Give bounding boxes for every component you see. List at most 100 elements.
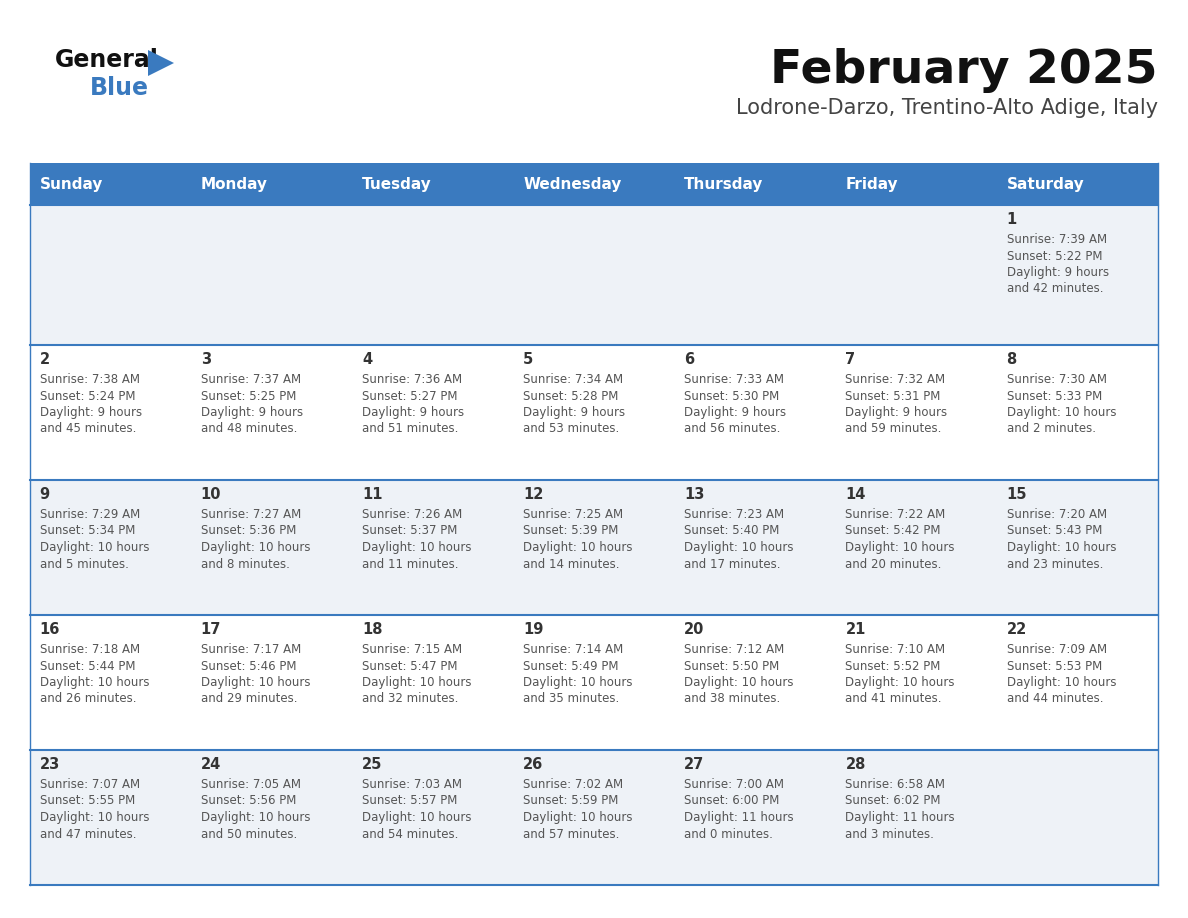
Text: and 14 minutes.: and 14 minutes. bbox=[523, 557, 620, 570]
Bar bbox=[513, 163, 675, 205]
Bar bbox=[675, 615, 835, 750]
Text: 25: 25 bbox=[362, 757, 383, 772]
Bar bbox=[675, 750, 835, 885]
Text: Daylight: 11 hours: Daylight: 11 hours bbox=[846, 811, 955, 824]
Text: Sunset: 5:24 PM: Sunset: 5:24 PM bbox=[39, 389, 135, 402]
Text: 18: 18 bbox=[362, 622, 383, 637]
Text: Sunrise: 7:34 AM: Sunrise: 7:34 AM bbox=[523, 373, 624, 386]
Text: Sunset: 5:37 PM: Sunset: 5:37 PM bbox=[362, 524, 457, 538]
Text: 4: 4 bbox=[362, 352, 372, 367]
Text: Blue: Blue bbox=[90, 76, 148, 100]
Text: Sunset: 5:46 PM: Sunset: 5:46 PM bbox=[201, 659, 296, 673]
Text: 6: 6 bbox=[684, 352, 694, 367]
Text: Daylight: 10 hours: Daylight: 10 hours bbox=[362, 676, 472, 689]
Text: 5: 5 bbox=[523, 352, 533, 367]
Bar bbox=[353, 163, 513, 205]
Text: Lodrone-Darzo, Trentino-Alto Adige, Italy: Lodrone-Darzo, Trentino-Alto Adige, Ital… bbox=[735, 98, 1158, 118]
Bar bbox=[191, 163, 353, 205]
Text: Daylight: 9 hours: Daylight: 9 hours bbox=[846, 406, 948, 419]
Text: Sunset: 5:36 PM: Sunset: 5:36 PM bbox=[201, 524, 296, 538]
Text: and 35 minutes.: and 35 minutes. bbox=[523, 692, 619, 706]
Text: 19: 19 bbox=[523, 622, 543, 637]
Text: Sunrise: 7:29 AM: Sunrise: 7:29 AM bbox=[39, 508, 140, 521]
Bar bbox=[675, 345, 835, 480]
Text: and 44 minutes.: and 44 minutes. bbox=[1006, 692, 1102, 706]
Text: Sunrise: 7:39 AM: Sunrise: 7:39 AM bbox=[1006, 233, 1107, 246]
Text: 22: 22 bbox=[1006, 622, 1026, 637]
Text: Sunrise: 7:30 AM: Sunrise: 7:30 AM bbox=[1006, 373, 1106, 386]
Bar bbox=[191, 480, 353, 615]
Text: Daylight: 9 hours: Daylight: 9 hours bbox=[523, 406, 625, 419]
Text: 16: 16 bbox=[39, 622, 61, 637]
Text: Daylight: 10 hours: Daylight: 10 hours bbox=[362, 541, 472, 554]
Text: and 59 minutes.: and 59 minutes. bbox=[846, 422, 942, 435]
Text: and 50 minutes.: and 50 minutes. bbox=[201, 827, 297, 841]
Text: Daylight: 9 hours: Daylight: 9 hours bbox=[39, 406, 141, 419]
Bar bbox=[513, 205, 675, 345]
Text: Sunset: 5:59 PM: Sunset: 5:59 PM bbox=[523, 794, 619, 808]
Text: 13: 13 bbox=[684, 487, 704, 502]
Text: Sunrise: 7:07 AM: Sunrise: 7:07 AM bbox=[39, 778, 140, 791]
Text: Sunrise: 7:32 AM: Sunrise: 7:32 AM bbox=[846, 373, 946, 386]
Text: Sunset: 5:28 PM: Sunset: 5:28 PM bbox=[523, 389, 619, 402]
Text: Sunset: 5:44 PM: Sunset: 5:44 PM bbox=[39, 659, 135, 673]
Text: Sunrise: 7:03 AM: Sunrise: 7:03 AM bbox=[362, 778, 462, 791]
Text: 8: 8 bbox=[1006, 352, 1017, 367]
Bar bbox=[191, 615, 353, 750]
Text: and 47 minutes.: and 47 minutes. bbox=[39, 827, 137, 841]
Text: Monday: Monday bbox=[201, 176, 267, 192]
Bar bbox=[675, 480, 835, 615]
Text: Daylight: 10 hours: Daylight: 10 hours bbox=[523, 541, 632, 554]
Text: Sunset: 5:55 PM: Sunset: 5:55 PM bbox=[39, 794, 135, 808]
Text: Daylight: 10 hours: Daylight: 10 hours bbox=[684, 541, 794, 554]
Text: 10: 10 bbox=[201, 487, 221, 502]
Text: and 57 minutes.: and 57 minutes. bbox=[523, 827, 619, 841]
Bar bbox=[513, 750, 675, 885]
Text: Sunset: 5:52 PM: Sunset: 5:52 PM bbox=[846, 659, 941, 673]
Text: Sunset: 5:53 PM: Sunset: 5:53 PM bbox=[1006, 659, 1101, 673]
Text: Thursday: Thursday bbox=[684, 176, 764, 192]
Text: Sunrise: 7:15 AM: Sunrise: 7:15 AM bbox=[362, 643, 462, 656]
Text: Sunrise: 7:37 AM: Sunrise: 7:37 AM bbox=[201, 373, 301, 386]
Bar bbox=[513, 345, 675, 480]
Text: Tuesday: Tuesday bbox=[362, 176, 431, 192]
Text: and 38 minutes.: and 38 minutes. bbox=[684, 692, 781, 706]
Text: Sunrise: 7:17 AM: Sunrise: 7:17 AM bbox=[201, 643, 301, 656]
Bar bbox=[997, 480, 1158, 615]
Bar bbox=[191, 205, 353, 345]
Bar bbox=[191, 750, 353, 885]
Text: Sunrise: 7:14 AM: Sunrise: 7:14 AM bbox=[523, 643, 624, 656]
Text: Sunrise: 7:02 AM: Sunrise: 7:02 AM bbox=[523, 778, 624, 791]
Text: and 51 minutes.: and 51 minutes. bbox=[362, 422, 459, 435]
Text: 2: 2 bbox=[39, 352, 50, 367]
Polygon shape bbox=[148, 50, 173, 76]
Text: and 2 minutes.: and 2 minutes. bbox=[1006, 422, 1095, 435]
Text: Sunset: 5:40 PM: Sunset: 5:40 PM bbox=[684, 524, 779, 538]
Text: Sunrise: 7:26 AM: Sunrise: 7:26 AM bbox=[362, 508, 462, 521]
Text: Sunrise: 7:09 AM: Sunrise: 7:09 AM bbox=[1006, 643, 1107, 656]
Text: Daylight: 10 hours: Daylight: 10 hours bbox=[201, 541, 310, 554]
Text: Daylight: 10 hours: Daylight: 10 hours bbox=[201, 811, 310, 824]
Bar bbox=[30, 163, 191, 205]
Text: 27: 27 bbox=[684, 757, 704, 772]
Bar bbox=[675, 205, 835, 345]
Text: and 42 minutes.: and 42 minutes. bbox=[1006, 283, 1102, 296]
Text: and 29 minutes.: and 29 minutes. bbox=[201, 692, 297, 706]
Text: 17: 17 bbox=[201, 622, 221, 637]
Text: Sunrise: 7:33 AM: Sunrise: 7:33 AM bbox=[684, 373, 784, 386]
Text: Daylight: 10 hours: Daylight: 10 hours bbox=[1006, 406, 1116, 419]
Text: Sunrise: 7:38 AM: Sunrise: 7:38 AM bbox=[39, 373, 140, 386]
Text: 28: 28 bbox=[846, 757, 866, 772]
Text: Daylight: 10 hours: Daylight: 10 hours bbox=[39, 676, 150, 689]
Text: Daylight: 10 hours: Daylight: 10 hours bbox=[1006, 541, 1116, 554]
Text: General: General bbox=[55, 48, 159, 72]
Text: Daylight: 10 hours: Daylight: 10 hours bbox=[684, 676, 794, 689]
Text: Sunrise: 7:10 AM: Sunrise: 7:10 AM bbox=[846, 643, 946, 656]
Bar bbox=[30, 205, 191, 345]
Bar bbox=[835, 345, 997, 480]
Bar bbox=[513, 615, 675, 750]
Text: 9: 9 bbox=[39, 487, 50, 502]
Bar bbox=[997, 163, 1158, 205]
Text: Daylight: 9 hours: Daylight: 9 hours bbox=[362, 406, 465, 419]
Text: Daylight: 10 hours: Daylight: 10 hours bbox=[846, 676, 955, 689]
